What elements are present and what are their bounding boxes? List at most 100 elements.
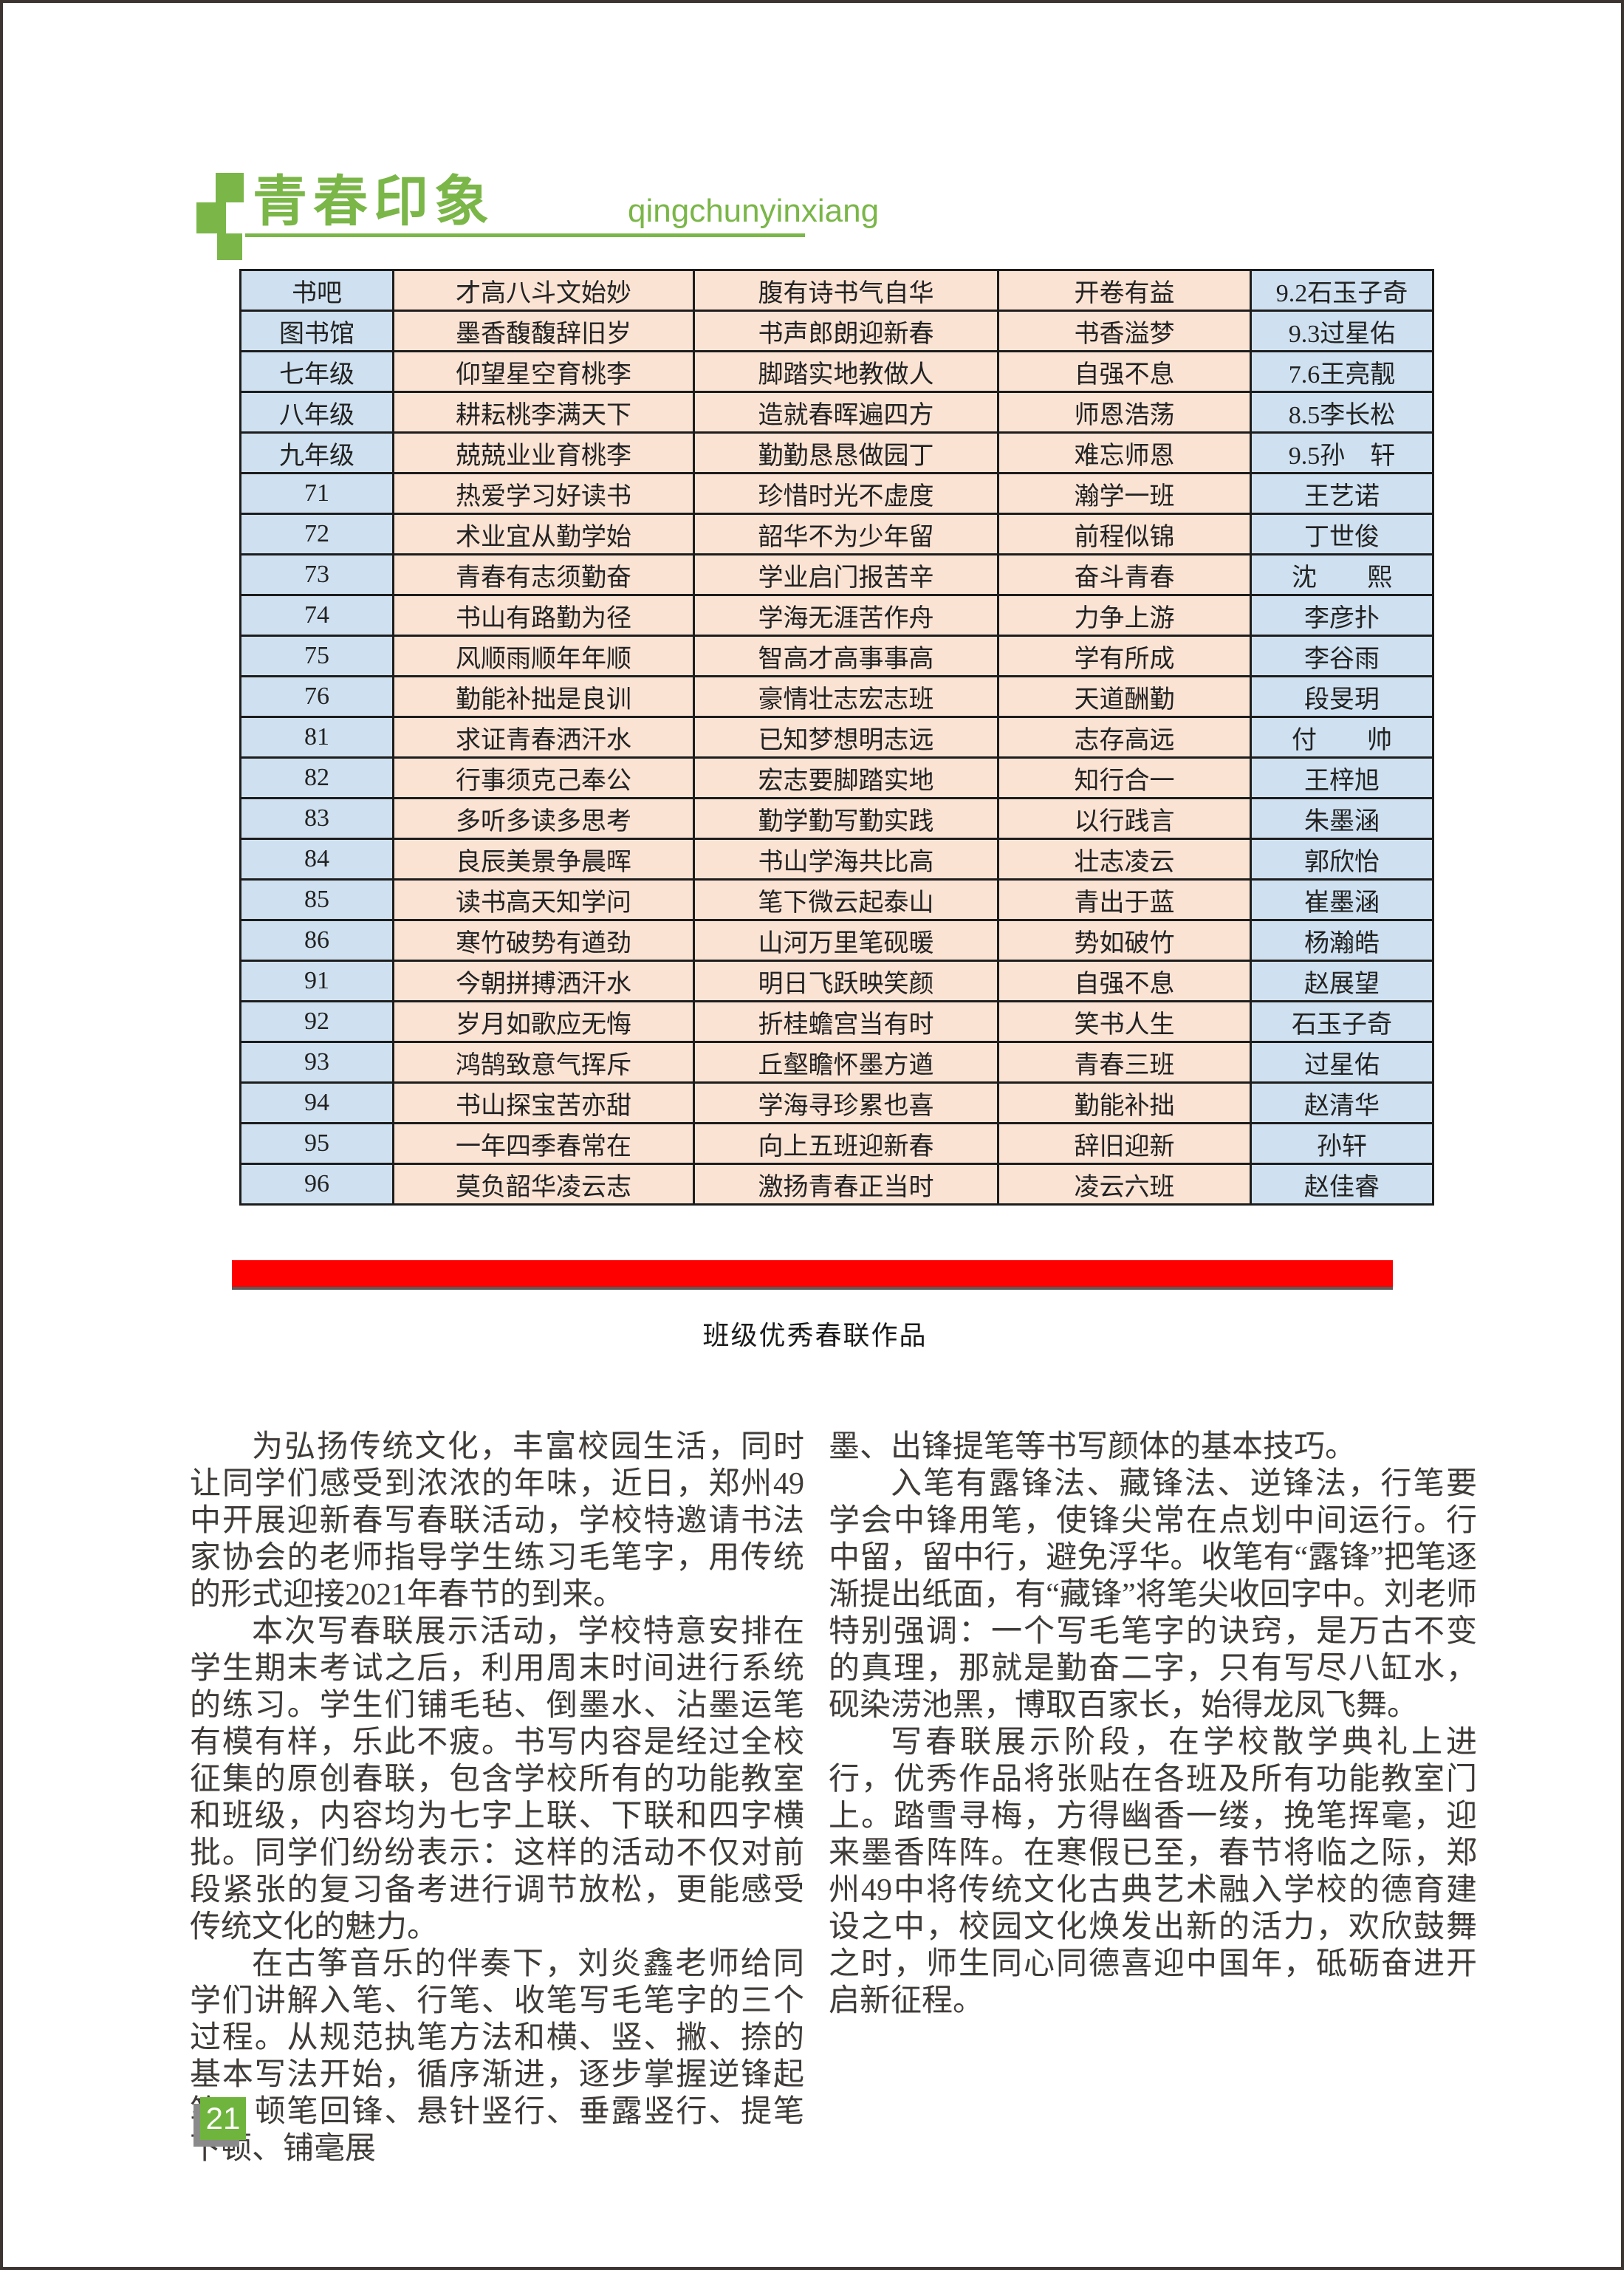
logo-square-icon (196, 202, 226, 233)
table-cell-author: 段旻玥 (1250, 675, 1434, 718)
article-paragraph: 入笔有露锋法、藏锋法、逆锋法，行笔要学会中锋用笔，使锋尖常在点划中间运行。行中留… (829, 1467, 1477, 1723)
table-red-bar (232, 1260, 1393, 1290)
logo-underline (245, 233, 805, 237)
table-cell-line1: 勤能补拙是良训 (392, 675, 695, 718)
table-cell-line1: 读书高天知学问 (392, 878, 695, 921)
table-cell-banner: 书香溢梦 (997, 310, 1252, 352)
table-cell-class: 94 (239, 1081, 394, 1124)
table-cell-class: 书吧 (239, 269, 394, 312)
table-cell-line1: 青春有志须勤奋 (392, 553, 695, 596)
table-row: 76 勤能补拙是良训 豪情壮志宏志班 天道酬勤 段旻玥 (239, 675, 1434, 718)
table-cell-line2: 学海寻珍累也喜 (693, 1081, 999, 1124)
table-cell-class: 71 (239, 472, 394, 515)
table-cell-banner: 力争上游 (997, 594, 1252, 637)
logo-title: 青春印象 (253, 171, 495, 232)
table-cell-line1: 书山有路勤为径 (392, 594, 695, 637)
table-cell-line2: 珍惜时光不虚度 (693, 472, 999, 515)
table-cell-class: 七年级 (239, 350, 394, 393)
table-cell-line1: 书山探宝苦亦甜 (392, 1081, 695, 1124)
table-row: 75 风顺雨顺年年顺 智高才高事事高 学有所成 李谷雨 (239, 635, 1434, 677)
table-cell-line2: 韶华不为少年留 (693, 513, 999, 555)
table-cell-line2: 笔下微云起泰山 (693, 878, 999, 921)
article-column-left: 为弘扬传统文化，丰富校园生活，同时让同学们感受到浓浓的年味，近日，郑州49中开展… (190, 1429, 804, 2167)
table-cell-line2: 智高才高事事高 (693, 635, 999, 677)
table-cell-line2: 书山学海共比高 (693, 838, 999, 881)
table-cell-author: 赵清华 (1250, 1081, 1434, 1124)
table-row: 72 术业宜从勤学始 韶华不为少年留 前程似锦 丁世俊 (239, 513, 1434, 555)
table-cell-class: 图书馆 (239, 310, 394, 352)
table-cell-author: 丁世俊 (1250, 513, 1434, 555)
article-column-right: 墨、出锋提笔等书写颜体的基本技巧。 入笔有露锋法、藏锋法、逆锋法，行笔要学会中锋… (829, 1429, 1477, 2020)
table-row: 图书馆 墨香馥馥辞旧岁 书声郎朗迎新春 书香溢梦 9.3过星佑 (239, 310, 1434, 352)
table-cell-line1: 行事须克己奉公 (392, 756, 695, 799)
table-cell-line2: 学业启门报苦辛 (693, 553, 999, 596)
table-cell-author: 朱墨涵 (1250, 797, 1434, 840)
table-cell-author: 9.3过星佑 (1250, 310, 1434, 352)
table-cell-line2: 向上五班迎新春 (693, 1122, 999, 1165)
logo-square-icon (216, 173, 244, 202)
table-cell-author: 付 帅 (1250, 716, 1434, 759)
table-cell-class: 73 (239, 553, 394, 596)
table-cell-line2: 脚踏实地教做人 (693, 350, 999, 393)
table-cell-class: 95 (239, 1122, 394, 1165)
table-row: 86 寒竹破势有遒劲 山河万里笔砚暖 势如破竹 杨瀚皓 (239, 919, 1434, 962)
table-row: 九年级 兢兢业业育桃李 勤勤恳恳做园丁 难忘师恩 9.5孙 轩 (239, 431, 1434, 474)
table-cell-line2: 已知梦想明志远 (693, 716, 999, 759)
table-row: 八年级 耕耘桃李满天下 造就春晖遍四方 师恩浩荡 8.5李长松 (239, 391, 1434, 434)
table-cell-line1: 墨香馥馥辞旧岁 (392, 310, 695, 352)
table-cell-line1: 岁月如歌应无悔 (392, 1000, 695, 1043)
table-cell-line1: 多听多读多思考 (392, 797, 695, 840)
table-cell-class: 91 (239, 960, 394, 1002)
table-cell-line1: 今朝拼搏洒汗水 (392, 960, 695, 1002)
table-cell-class: 81 (239, 716, 394, 759)
magazine-logo: 青春印象 qingchunyinxiang (196, 170, 1009, 260)
table-row: 81 求证青春洒汗水 已知梦想明志远 志存高远 付 帅 (239, 716, 1434, 759)
table-cell-line2: 豪情壮志宏志班 (693, 675, 999, 718)
table-cell-banner: 勤能补拙 (997, 1081, 1252, 1124)
table-cell-banner: 难忘师恩 (997, 431, 1252, 474)
table-cell-author: 沈 熙 (1250, 553, 1434, 596)
table-cell-author: 王艺诺 (1250, 472, 1434, 515)
table-cell-line2: 折桂蟾宫当有时 (693, 1000, 999, 1043)
table-cell-banner: 瀚学一班 (997, 472, 1252, 515)
table-cell-line2: 勤学勤写勤实践 (693, 797, 999, 840)
table-cell-banner: 天道酬勤 (997, 675, 1252, 718)
table-cell-author: 杨瀚皓 (1250, 919, 1434, 962)
table-row: 71 热爱学习好读书 珍惜时光不虚度 瀚学一班 王艺诺 (239, 472, 1434, 515)
article-paragraph: 在古筝音乐的伴奏下，刘炎鑫老师给同学们讲解入笔、行笔、收笔写毛笔字的三个过程。从… (190, 1947, 804, 2166)
table-row: 74 书山有路勤为径 学海无涯苦作舟 力争上游 李彦扑 (239, 594, 1434, 637)
table-cell-banner: 凌云六班 (997, 1163, 1252, 1206)
table-cell-author: 赵佳睿 (1250, 1163, 1434, 1206)
table-cell-author: 9.2石玉子奇 (1250, 269, 1434, 312)
table-row: 73 青春有志须勤奋 学业启门报苦辛 奋斗青春 沈 熙 (239, 553, 1434, 596)
table-cell-line1: 求证青春洒汗水 (392, 716, 695, 759)
table-cell-class: 96 (239, 1163, 394, 1206)
table-row: 93 鸿鹄致意气挥斥 丘壑瞻怀墨方遒 青春三班 过星佑 (239, 1041, 1434, 1084)
article-paragraph: 写春联展示阶段，在学校散学典礼上进行，优秀作品将张贴在各班及所有功能教室门上。踏… (829, 1726, 1477, 2018)
table-row: 92 岁月如歌应无悔 折桂蟾宫当有时 笑书人生 石玉子奇 (239, 1000, 1434, 1043)
table-cell-banner: 以行践言 (997, 797, 1252, 840)
table-cell-line1: 热爱学习好读书 (392, 472, 695, 515)
table-cell-banner: 青出于蓝 (997, 878, 1252, 921)
table-cell-banner: 笑书人生 (997, 1000, 1252, 1043)
table-cell-class: 75 (239, 635, 394, 677)
table-cell-line1: 寒竹破势有遒劲 (392, 919, 695, 962)
table-cell-line2: 山河万里笔砚暖 (693, 919, 999, 962)
table-cell-line1: 鸿鹄致意气挥斥 (392, 1041, 695, 1084)
table-row: 书吧 才高八斗文始妙 腹有诗书气自华 开卷有益 9.2石玉子奇 (239, 269, 1434, 312)
table-cell-author: 李谷雨 (1250, 635, 1434, 677)
table-row: 83 多听多读多思考 勤学勤写勤实践 以行践言 朱墨涵 (239, 797, 1434, 840)
table-cell-banner: 知行合一 (997, 756, 1252, 799)
table-cell-author: 石玉子奇 (1250, 1000, 1434, 1043)
table-cell-author: 郭欣怡 (1250, 838, 1434, 881)
table-cell-author: 过星佑 (1250, 1041, 1434, 1084)
table-row: 94 书山探宝苦亦甜 学海寻珍累也喜 勤能补拙 赵清华 (239, 1081, 1434, 1124)
table-caption: 班级优秀春联作品 (702, 1320, 928, 1350)
table-cell-line2: 造就春晖遍四方 (693, 391, 999, 434)
table-cell-banner: 师恩浩荡 (997, 391, 1252, 434)
table-cell-author: 李彦扑 (1250, 594, 1434, 637)
article-paragraph: 本次写春联展示活动，学校特意安排在学生期末考试之后，利用周末时间进行系统的练习。… (190, 1615, 804, 1944)
table-cell-banner: 志存高远 (997, 716, 1252, 759)
table-cell-class: 八年级 (239, 391, 394, 434)
table-cell-author: 9.5孙 轩 (1250, 431, 1434, 474)
